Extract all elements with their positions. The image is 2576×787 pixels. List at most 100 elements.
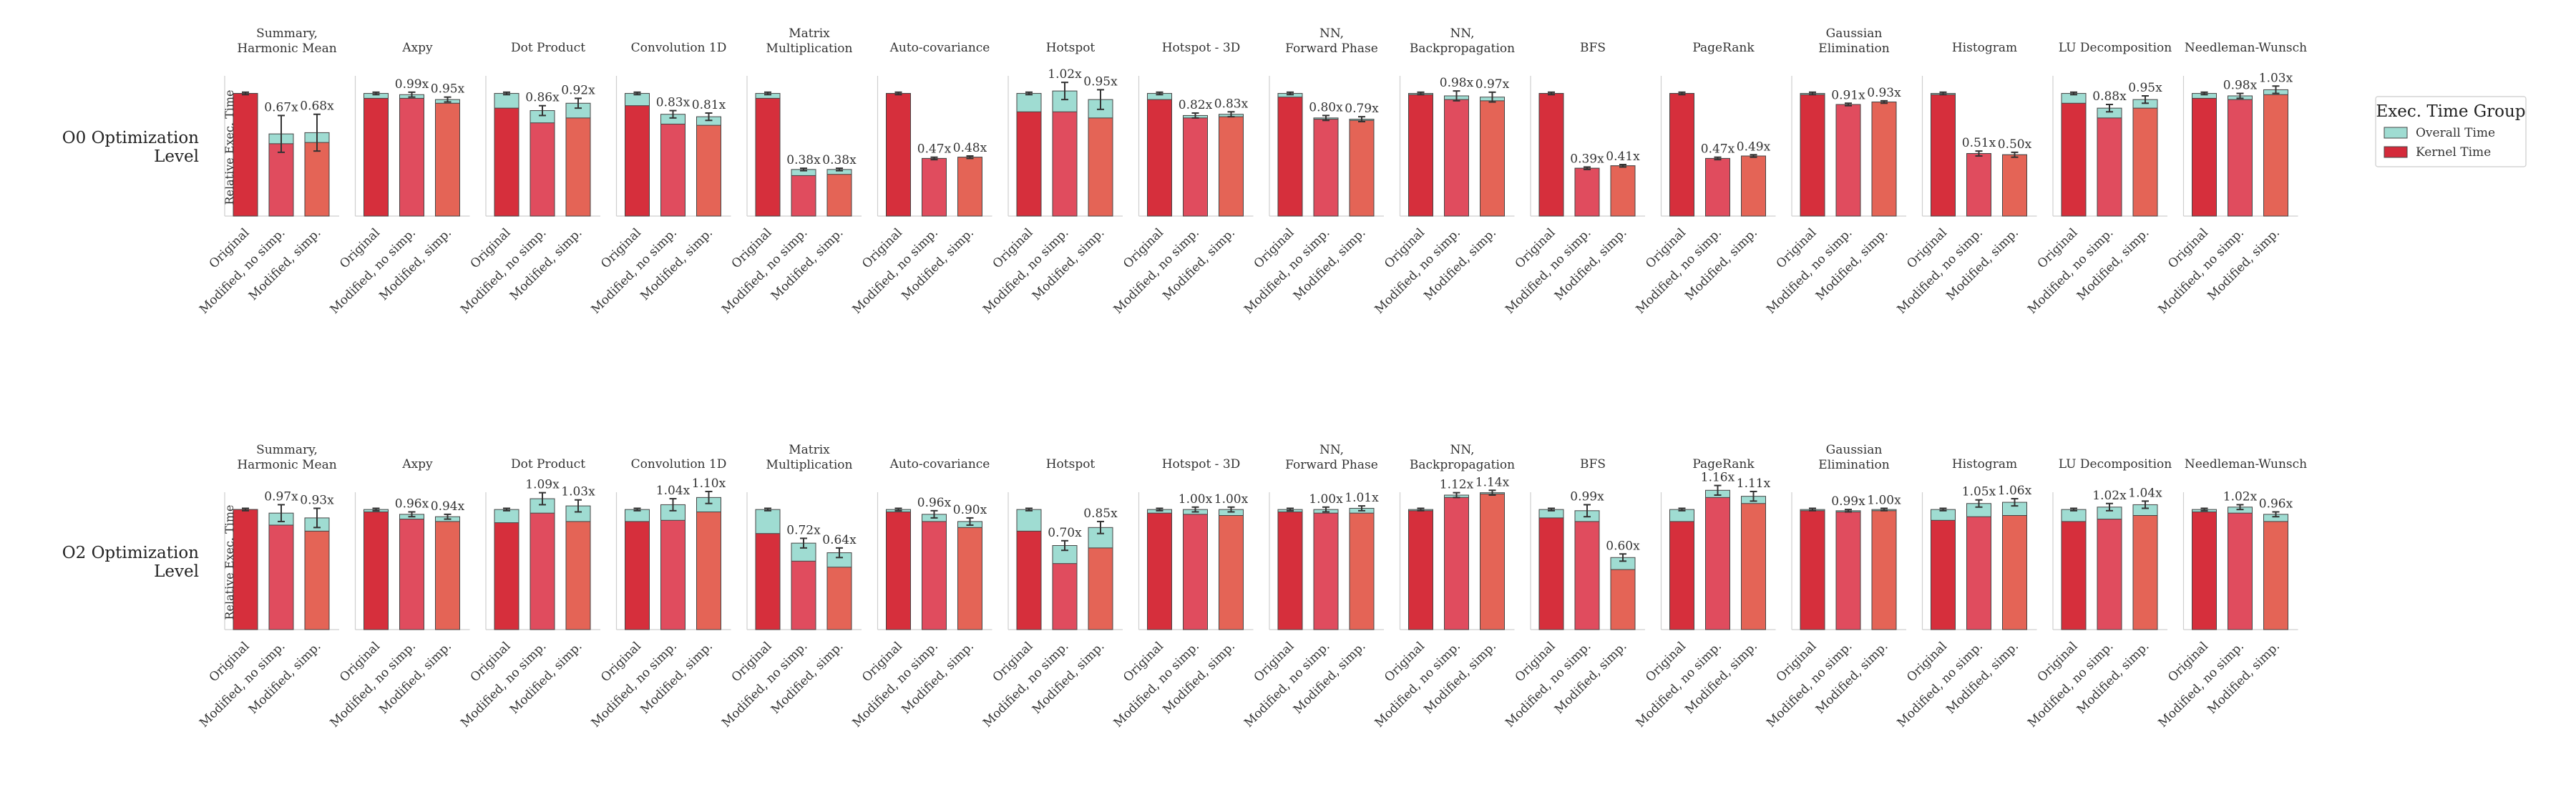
- data-label: 0.38x: [786, 153, 821, 167]
- data-label: 0.99x: [1570, 489, 1604, 504]
- data-label: 0.88x: [2092, 89, 2127, 104]
- data-label: 1.01x: [1345, 491, 1379, 505]
- data-label: 1.14x: [1475, 475, 1510, 489]
- data-label: 0.85x: [1083, 507, 1118, 521]
- kernel-bar: [2192, 97, 2217, 217]
- data-label: 1.11x: [1737, 476, 1771, 491]
- y-axis-label: Relative Exec. Time: [223, 89, 236, 205]
- kernel-bar: [1313, 512, 1339, 630]
- data-label: 1.03x: [561, 485, 595, 499]
- data-label: 0.98x: [1440, 76, 1474, 90]
- kernel-bar: [1610, 165, 1636, 217]
- data-label: 1.06x: [1998, 484, 2032, 498]
- panel-title: Forward Phase: [1285, 458, 1378, 472]
- row-label: Level: [154, 562, 199, 581]
- kernel-bar: [2228, 99, 2253, 217]
- data-label: 0.50x: [1998, 137, 2032, 152]
- kernel-bar: [1408, 510, 1433, 630]
- data-label: 0.67x: [264, 100, 298, 114]
- data-label: 0.79x: [1345, 102, 1379, 116]
- panel-title: NN,: [1450, 443, 1474, 457]
- kernel-bar: [1408, 94, 1433, 217]
- panel-title: Histogram: [1952, 457, 2017, 471]
- kernel-bar: [565, 117, 591, 217]
- kernel-bar: [1741, 503, 1766, 630]
- data-label: 0.99x: [395, 77, 429, 92]
- data-label: 0.92x: [561, 83, 595, 97]
- kernel-bar: [1835, 512, 1861, 630]
- legend-label: Kernel Time: [2416, 145, 2491, 160]
- panel-title: Backpropagation: [1410, 41, 1515, 56]
- data-label: 0.95x: [2128, 81, 2162, 95]
- data-label: 1.02x: [2092, 489, 2127, 503]
- data-label: 1.04x: [2128, 486, 2162, 500]
- panel-title: Elimination: [1818, 458, 1889, 472]
- data-label: 0.41x: [1606, 150, 1640, 164]
- data-label: 0.49x: [1737, 140, 1771, 154]
- data-label: 1.10x: [692, 476, 726, 491]
- kernel-bar: [1705, 157, 1730, 217]
- kernel-bar: [1444, 99, 1469, 217]
- kernel-bar: [1669, 521, 1694, 630]
- data-label: 0.98x: [2223, 79, 2258, 93]
- data-label: 0.70x: [1048, 526, 1082, 540]
- kernel-bar: [791, 560, 816, 630]
- panel-title: Convolution 1D: [631, 457, 727, 471]
- data-label: 1.03x: [2259, 71, 2293, 85]
- panel-title: Gaussian: [1826, 26, 1883, 41]
- data-label: 1.00x: [1867, 493, 1901, 507]
- data-label: 1.02x: [1048, 67, 1082, 82]
- kernel-bar: [625, 105, 650, 217]
- legend-title: Exec. Time Group: [2376, 102, 2525, 121]
- data-label: 0.38x: [822, 153, 857, 167]
- kernel-bar: [1219, 515, 1244, 630]
- kernel-bar: [2061, 102, 2087, 217]
- legend-label: Overall Time: [2416, 126, 2495, 140]
- kernel-bar: [530, 512, 555, 630]
- panel-title: NN,: [1319, 443, 1344, 457]
- kernel-bar: [530, 122, 555, 217]
- kernel-bar: [2132, 107, 2158, 217]
- row-label: O0 Optimization: [62, 129, 199, 147]
- panel: MatrixMultiplicationOriginal0.72xModifie…: [719, 443, 862, 730]
- data-label: 0.95x: [1083, 74, 1118, 89]
- panel-title: Hotspot - 3D: [1162, 457, 1241, 471]
- panel-title: Histogram: [1952, 41, 2017, 55]
- data-label: 0.93x: [300, 493, 334, 507]
- data-label: 0.68x: [300, 99, 334, 114]
- data-label: 0.72x: [786, 523, 821, 537]
- panel-title: Matrix: [789, 443, 830, 457]
- kernel-bar: [1277, 97, 1303, 217]
- panel-title: LU Decomposition: [2059, 41, 2172, 55]
- kernel-bar: [1574, 167, 1600, 217]
- kernel-bar: [1016, 111, 1042, 217]
- panel-title: Hotspot - 3D: [1162, 41, 1241, 55]
- kernel-bar: [1669, 93, 1694, 217]
- panel-title: Hotspot: [1046, 41, 1096, 55]
- kernel-bar: [1219, 116, 1244, 217]
- data-label: 0.86x: [525, 91, 560, 105]
- panel-title: LU Decomposition: [2059, 457, 2172, 471]
- data-label: 0.90x: [953, 503, 987, 517]
- data-label: 1.00x: [1179, 492, 1213, 507]
- kernel-bar: [1931, 94, 1956, 217]
- kernel-bar: [2002, 515, 2027, 630]
- panel-title: Forward Phase: [1285, 41, 1378, 56]
- kernel-bar: [399, 97, 424, 217]
- data-label: 0.51x: [1962, 136, 1996, 150]
- kernel-bar: [1538, 93, 1564, 217]
